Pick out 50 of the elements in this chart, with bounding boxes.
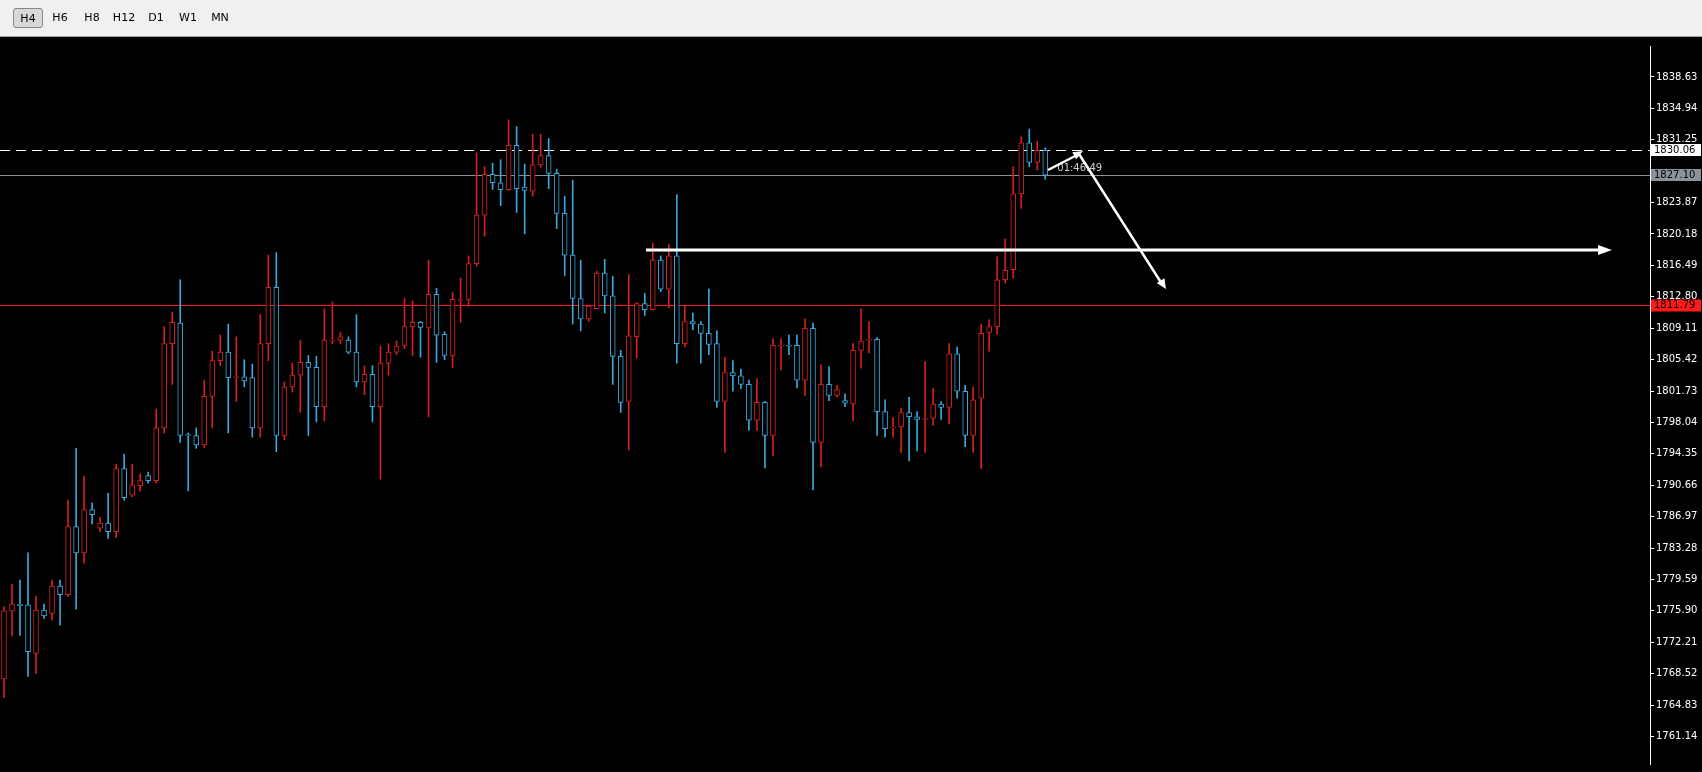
candlestick <box>938 401 944 420</box>
y-tick-label: 1772.21 <box>1656 635 1698 647</box>
y-tick-label: 1779.59 <box>1656 573 1698 585</box>
candlestick <box>57 579 63 626</box>
y-tick-label: 1790.66 <box>1656 478 1698 490</box>
candlestick <box>858 308 864 369</box>
candlestick <box>906 396 912 462</box>
text: H4 <box>13 8 43 28</box>
y-tick-label: 1764.83 <box>1656 698 1698 710</box>
y-tick-label: 1823.87 <box>1656 196 1698 208</box>
candlestick <box>105 493 111 539</box>
candlestick <box>9 584 15 636</box>
ref-line-label: 1827.10 <box>1654 168 1696 180</box>
y-tick-label: 1831.25 <box>1656 133 1698 145</box>
y-tick-label: 1798.04 <box>1656 416 1698 427</box>
y-tick-label: 1775.90 <box>1656 604 1698 616</box>
candlestick <box>786 334 792 355</box>
text: H12 <box>111 10 137 26</box>
ref-line-label: 1830.06 <box>1654 143 1696 155</box>
y-tick-label: 1820.18 <box>1656 227 1698 239</box>
y-tick-label: 1768.52 <box>1656 667 1698 679</box>
text: W1 <box>178 10 198 26</box>
y-tick-label: 1809.11 <box>1656 321 1698 333</box>
candlestick <box>914 411 920 452</box>
candlestick <box>698 321 704 364</box>
y-tick-label: 1805.42 <box>1656 353 1698 365</box>
candlestick <box>842 393 848 407</box>
y-tick-label: 1783.28 <box>1656 541 1698 553</box>
y-tick-label: 1786.97 <box>1656 510 1698 522</box>
y-tick-label: 1761.14 <box>1656 730 1698 742</box>
candlestick <box>890 417 896 438</box>
candlestick <box>986 319 993 352</box>
candlestick <box>866 321 872 354</box>
y-tick-label: 1801.73 <box>1656 384 1698 396</box>
candlestick <box>730 360 736 392</box>
candlestick <box>73 447 79 610</box>
candlestick <box>690 312 696 331</box>
y-tick-label: 1794.35 <box>1656 447 1698 459</box>
candlestick <box>778 338 784 371</box>
candlestick <box>706 288 712 355</box>
text: H8 <box>83 10 101 26</box>
candlestick <box>225 323 232 434</box>
text: D1 <box>147 10 165 26</box>
text: MN <box>210 10 230 26</box>
candlestick <box>233 336 240 402</box>
text: H6 <box>51 10 69 26</box>
y-tick-label: 1816.49 <box>1656 258 1698 270</box>
candlestick <box>241 359 248 388</box>
y-tick-label: 1834.94 <box>1656 101 1698 113</box>
y-tick-label: 1838.63 <box>1656 70 1698 82</box>
